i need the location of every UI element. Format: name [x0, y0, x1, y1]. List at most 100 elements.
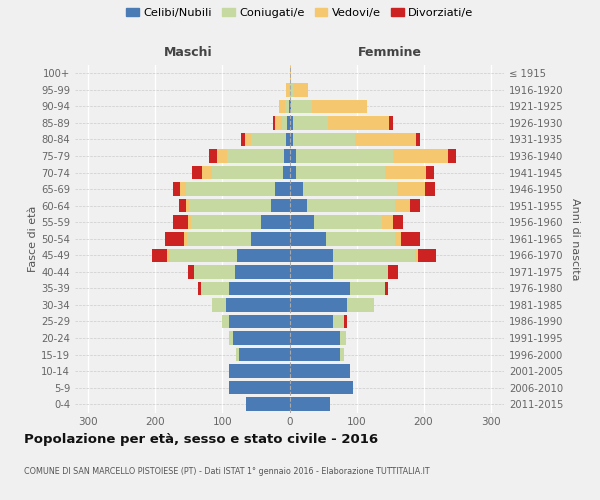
- Bar: [395, 199, 410, 212]
- Bar: [290, 332, 340, 345]
- Bar: [201, 282, 229, 295]
- Bar: [229, 332, 233, 345]
- Bar: [293, 116, 328, 130]
- Bar: [229, 282, 290, 295]
- Bar: [275, 116, 282, 130]
- Bar: [397, 182, 425, 196]
- Bar: [290, 66, 291, 80]
- Bar: [290, 364, 350, 378]
- Bar: [307, 199, 395, 212]
- Bar: [287, 116, 290, 130]
- Bar: [385, 166, 426, 179]
- Bar: [185, 199, 189, 212]
- Bar: [188, 265, 194, 278]
- Bar: [290, 166, 296, 179]
- Bar: [173, 182, 179, 196]
- Bar: [179, 199, 185, 212]
- Bar: [290, 149, 296, 163]
- Bar: [350, 282, 385, 295]
- Bar: [167, 248, 170, 262]
- Bar: [170, 248, 237, 262]
- Bar: [382, 216, 393, 229]
- Bar: [279, 100, 286, 113]
- Bar: [393, 216, 403, 229]
- Bar: [245, 132, 251, 146]
- Bar: [282, 116, 287, 130]
- Bar: [194, 265, 235, 278]
- Bar: [229, 314, 290, 328]
- Bar: [217, 149, 227, 163]
- Bar: [326, 232, 395, 245]
- Bar: [290, 282, 350, 295]
- Bar: [189, 199, 271, 212]
- Bar: [290, 314, 333, 328]
- Bar: [296, 149, 394, 163]
- Bar: [290, 216, 314, 229]
- Text: Maschi: Maschi: [164, 46, 213, 59]
- Bar: [188, 216, 191, 229]
- Bar: [186, 182, 275, 196]
- Bar: [223, 314, 229, 328]
- Bar: [333, 265, 388, 278]
- Bar: [344, 314, 347, 328]
- Bar: [347, 298, 374, 312]
- Bar: [246, 398, 290, 411]
- Text: COMUNE DI SAN MARCELLO PISTOIESE (PT) - Dati ISTAT 1° gennaio 2016 - Elaborazion: COMUNE DI SAN MARCELLO PISTOIESE (PT) - …: [24, 468, 430, 476]
- Bar: [415, 248, 418, 262]
- Bar: [425, 182, 435, 196]
- Bar: [286, 83, 290, 96]
- Bar: [193, 166, 202, 179]
- Bar: [333, 248, 415, 262]
- Bar: [293, 83, 308, 96]
- Bar: [389, 116, 393, 130]
- Bar: [209, 149, 217, 163]
- Bar: [235, 265, 290, 278]
- Bar: [290, 100, 291, 113]
- Bar: [202, 166, 212, 179]
- Bar: [284, 149, 290, 163]
- Bar: [212, 166, 283, 179]
- Bar: [251, 132, 286, 146]
- Bar: [239, 348, 290, 362]
- Bar: [212, 298, 226, 312]
- Bar: [286, 132, 290, 146]
- Bar: [227, 149, 284, 163]
- Bar: [388, 265, 398, 278]
- Bar: [229, 381, 290, 394]
- Y-axis label: Anni di nascita: Anni di nascita: [570, 198, 580, 280]
- Bar: [233, 332, 290, 345]
- Text: Popolazione per età, sesso e stato civile - 2016: Popolazione per età, sesso e stato civil…: [24, 432, 378, 446]
- Bar: [184, 232, 187, 245]
- Bar: [394, 149, 448, 163]
- Text: Femmine: Femmine: [358, 46, 422, 59]
- Bar: [271, 199, 290, 212]
- Bar: [385, 282, 388, 295]
- Bar: [289, 100, 290, 113]
- Bar: [187, 232, 251, 245]
- Bar: [197, 282, 201, 295]
- Bar: [290, 248, 333, 262]
- Bar: [290, 265, 333, 278]
- Legend: Celibi/Nubili, Coniugati/e, Vedovi/e, Divorziati/e: Celibi/Nubili, Coniugati/e, Vedovi/e, Di…: [122, 3, 478, 22]
- Bar: [416, 132, 419, 146]
- Bar: [283, 166, 290, 179]
- Bar: [291, 100, 312, 113]
- Bar: [290, 348, 340, 362]
- Bar: [241, 132, 245, 146]
- Bar: [262, 216, 290, 229]
- Bar: [426, 166, 434, 179]
- Bar: [410, 199, 420, 212]
- Bar: [290, 398, 330, 411]
- Bar: [179, 182, 186, 196]
- Bar: [340, 348, 344, 362]
- Bar: [328, 116, 389, 130]
- Bar: [290, 381, 353, 394]
- Bar: [312, 100, 367, 113]
- Y-axis label: Fasce di età: Fasce di età: [28, 206, 38, 272]
- Bar: [314, 216, 382, 229]
- Bar: [340, 332, 346, 345]
- Bar: [229, 364, 290, 378]
- Bar: [355, 132, 416, 146]
- Bar: [290, 182, 303, 196]
- Bar: [191, 216, 262, 229]
